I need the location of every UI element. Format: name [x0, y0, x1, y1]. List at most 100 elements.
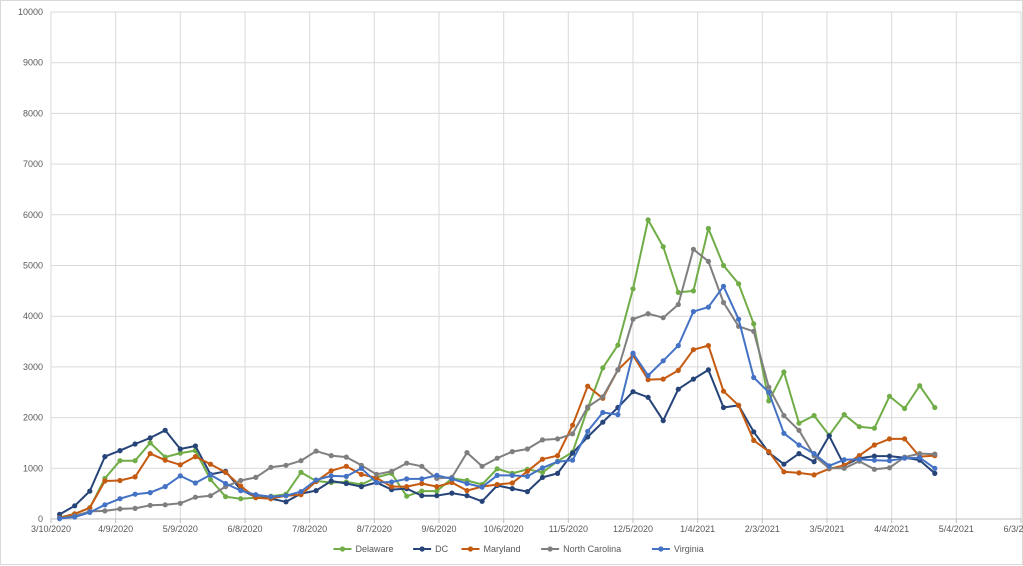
data-point-virginia — [886, 458, 893, 464]
data-point-maryland — [389, 484, 395, 490]
data-point-virginia — [796, 442, 802, 448]
data-point-north-carolina — [690, 246, 697, 252]
data-point-maryland — [509, 480, 515, 486]
data-point-maryland — [343, 463, 349, 469]
x-tick-label: 2/3/2021 — [745, 524, 780, 534]
data-point-maryland — [162, 457, 168, 463]
data-point-virginia — [253, 492, 259, 498]
data-point-virginia — [207, 472, 214, 478]
data-point-virginia — [479, 484, 485, 490]
data-point-virginia — [268, 494, 274, 500]
data-point-delaware — [705, 225, 712, 232]
data-point-maryland — [660, 376, 666, 382]
data-point-north-carolina — [886, 465, 893, 471]
data-point-north-carolina — [268, 464, 274, 470]
data-point-dc — [811, 459, 817, 465]
data-point-delaware — [720, 262, 727, 269]
data-point-dc — [630, 389, 636, 395]
data-point-north-carolina — [932, 451, 938, 457]
y-tick-label: 9000 — [23, 58, 43, 68]
data-point-maryland — [796, 470, 802, 476]
series-line-maryland — [59, 344, 935, 519]
data-point-dc — [102, 454, 108, 460]
data-point-virginia — [102, 502, 108, 508]
data-point-virginia — [917, 455, 923, 461]
data-point-virginia — [736, 316, 742, 322]
data-point-maryland — [434, 484, 440, 490]
data-point-north-carolina — [675, 301, 681, 308]
data-point-virginia — [555, 459, 561, 465]
data-point-maryland — [871, 442, 878, 448]
x-tick-label: 3/5/2021 — [809, 524, 844, 534]
data-point-virginia — [373, 479, 380, 486]
data-point-north-carolina — [917, 451, 923, 457]
x-tick-label: 6/3/2021 — [1003, 524, 1023, 534]
data-point-north-carolina — [313, 448, 319, 454]
x-tick-label: 5/9/2020 — [163, 524, 198, 534]
data-point-virginia — [781, 430, 787, 436]
data-point-virginia — [177, 473, 183, 479]
data-point-north-carolina — [781, 413, 787, 419]
data-point-dc — [555, 470, 561, 476]
data-point-dc — [419, 493, 425, 499]
data-point-maryland — [570, 422, 576, 428]
data-point-virginia — [856, 456, 862, 462]
data-point-maryland — [645, 377, 651, 383]
data-point-north-carolina — [132, 505, 138, 511]
data-point-maryland — [132, 474, 138, 480]
data-point-delaware — [736, 281, 742, 287]
y-tick-label: 2000 — [23, 413, 43, 423]
data-point-virginia — [132, 491, 138, 497]
legend-label-dc: DC — [435, 544, 448, 554]
data-point-dc — [645, 394, 651, 400]
data-point-north-carolina — [419, 463, 425, 469]
data-point-dc — [509, 486, 515, 492]
data-point-north-carolina — [117, 506, 123, 512]
data-point-virginia — [751, 374, 757, 381]
data-point-maryland — [811, 472, 817, 478]
data-point-virginia — [585, 428, 591, 434]
data-point-north-carolina — [253, 474, 259, 480]
data-point-virginia — [539, 465, 546, 471]
data-point-delaware — [690, 288, 697, 294]
data-point-virginia — [328, 473, 334, 479]
data-point-dc — [871, 453, 878, 459]
data-point-maryland — [766, 449, 772, 455]
data-point-dc — [72, 503, 78, 509]
data-point-delaware — [238, 496, 244, 502]
data-point-maryland — [238, 483, 244, 489]
data-point-delaware — [932, 404, 938, 411]
data-point-north-carolina — [524, 446, 531, 452]
data-point-dc — [464, 493, 470, 499]
data-point-maryland — [147, 451, 153, 457]
data-point-dc — [313, 488, 319, 494]
x-tick-label: 10/6/2020 — [484, 524, 524, 534]
data-point-delaware — [117, 458, 123, 464]
data-point-virginia — [509, 472, 515, 478]
y-tick-label: 8000 — [23, 108, 43, 118]
data-point-maryland — [751, 437, 757, 443]
data-point-dc — [886, 453, 893, 459]
data-point-virginia — [313, 477, 319, 483]
data-point-dc — [479, 498, 485, 504]
data-point-north-carolina — [389, 468, 395, 474]
data-point-dc — [932, 470, 938, 476]
data-point-north-carolina — [102, 508, 108, 514]
data-point-dc — [539, 474, 546, 480]
data-point-north-carolina — [373, 471, 380, 477]
data-point-delaware — [494, 466, 500, 472]
data-point-dc — [87, 488, 93, 494]
legend-marker-virginia — [658, 546, 664, 552]
y-tick-label: 0 — [38, 514, 43, 524]
data-point-maryland — [404, 484, 410, 490]
y-tick-label: 5000 — [23, 261, 43, 271]
data-point-delaware — [902, 405, 908, 412]
data-point-north-carolina — [705, 258, 712, 264]
data-point-virginia — [705, 304, 712, 310]
data-point-maryland — [102, 478, 108, 484]
series-line-dc — [59, 368, 936, 516]
data-point-north-carolina — [494, 455, 500, 461]
legend-marker-north-carolina — [547, 546, 553, 552]
data-point-maryland — [87, 505, 93, 511]
